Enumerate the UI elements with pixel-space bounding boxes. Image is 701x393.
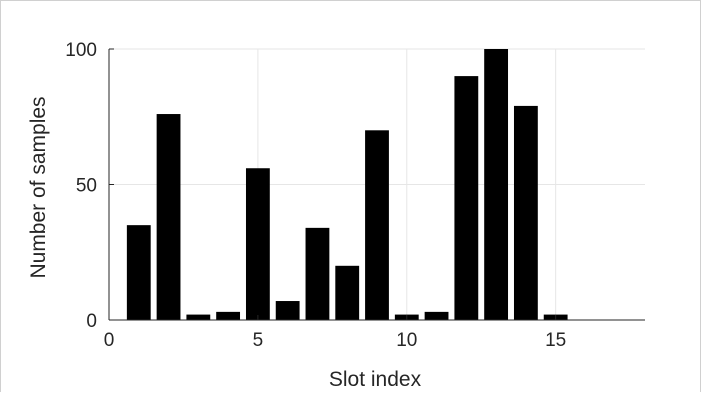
bar bbox=[186, 314, 211, 320]
bar bbox=[216, 311, 241, 320]
bar bbox=[275, 301, 300, 320]
x-axis-label: Slot index bbox=[329, 368, 422, 391]
y-tick-label: 100 bbox=[65, 40, 97, 61]
bar bbox=[365, 130, 389, 320]
y-tick-label: 50 bbox=[76, 176, 97, 197]
bar bbox=[245, 168, 270, 320]
x-tick-label: 5 bbox=[253, 330, 264, 351]
x-tick-label: 10 bbox=[396, 330, 417, 351]
y-axis-label: Number of samples bbox=[27, 96, 50, 278]
bar bbox=[484, 49, 509, 320]
bar bbox=[305, 227, 330, 320]
bar bbox=[454, 76, 479, 320]
bar bbox=[156, 114, 181, 320]
bar bbox=[424, 311, 449, 320]
bar bbox=[335, 265, 360, 320]
tick-labels: 0 5 10 15 0 50 100 bbox=[65, 40, 566, 351]
bars bbox=[126, 49, 568, 320]
x-tick-label: 15 bbox=[545, 330, 566, 351]
bar bbox=[126, 225, 151, 320]
bar bbox=[513, 105, 538, 320]
y-tick-label: 0 bbox=[86, 311, 97, 332]
x-tick-label: 0 bbox=[104, 330, 115, 351]
